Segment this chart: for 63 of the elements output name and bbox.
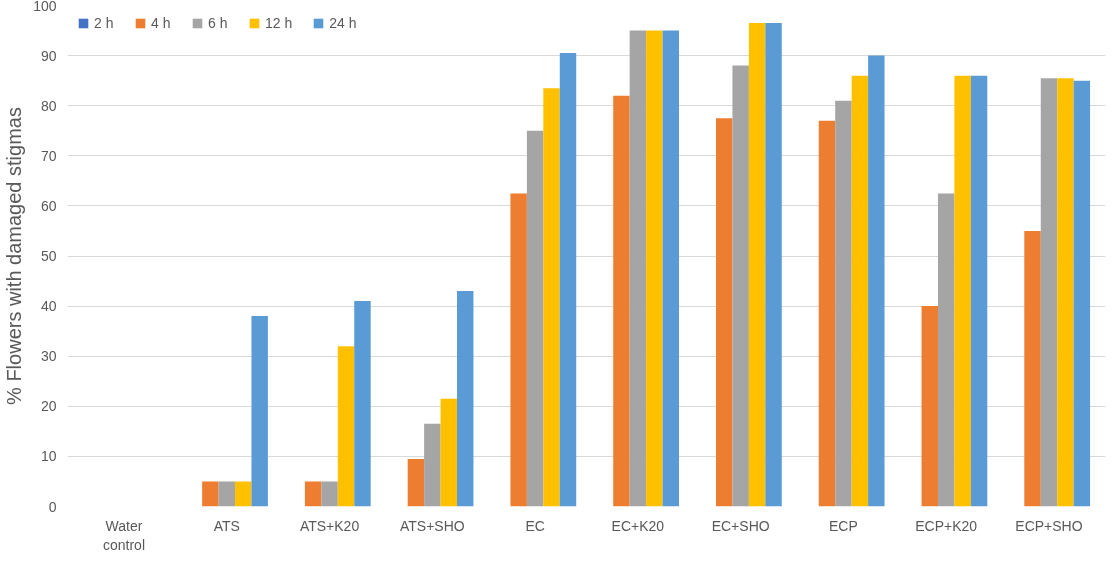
bar: [407, 458, 425, 507]
bar: [613, 95, 630, 507]
bar: [202, 481, 219, 507]
bar: [526, 130, 544, 507]
bar: [732, 65, 749, 507]
legend-label: 6 h: [208, 15, 228, 31]
bar: [543, 88, 560, 507]
bar: [765, 23, 782, 507]
bar: [1073, 80, 1091, 507]
x-tick-label: EC: [525, 517, 545, 534]
bar: [424, 423, 441, 507]
bar: [1024, 230, 1041, 507]
bar: [851, 75, 869, 507]
bar: [510, 193, 527, 507]
bar: [954, 75, 971, 507]
bar: [235, 481, 252, 507]
bar: [662, 30, 679, 507]
bar: [218, 481, 236, 507]
bar: [440, 398, 458, 507]
y-tick-label: 20: [40, 398, 57, 415]
bar: [1057, 78, 1074, 507]
y-tick-label: 40: [40, 298, 57, 315]
y-tick-label: 0: [48, 498, 57, 515]
bar: [646, 30, 663, 507]
y-tick-label: 80: [40, 97, 57, 114]
bar: [1040, 78, 1058, 507]
x-tick-label: ECP+SHO: [1015, 517, 1083, 534]
bar: [337, 346, 355, 507]
y-tick-label: 70: [40, 147, 57, 164]
bar: [868, 55, 885, 507]
y-tick-label: 30: [40, 348, 57, 365]
legend-label: 2 h: [94, 15, 114, 31]
y-tick-label: 100: [33, 0, 57, 14]
y-tick-label: 60: [40, 197, 57, 214]
bar: [921, 306, 938, 507]
bar: [251, 316, 268, 507]
x-tick-label: ATS+K20: [299, 517, 360, 534]
bar: [970, 75, 988, 507]
x-tick-label: ECP+K20: [915, 517, 978, 534]
bar: [321, 481, 338, 507]
bar: [304, 481, 322, 507]
x-tick-label: ATS+SHO: [399, 517, 465, 534]
bar: [559, 53, 577, 507]
x-tick-label: ECP: [829, 517, 858, 534]
bar: [354, 301, 371, 507]
legend-label: 12 h: [265, 15, 293, 31]
x-tick-label: ATS: [213, 517, 240, 534]
legend-label: 4 h: [151, 15, 171, 31]
x-tick-label: EC+K20: [611, 517, 665, 534]
y-tick-label: 50: [40, 248, 57, 264]
x-tick-label: EC+SHO: [711, 517, 770, 534]
x-tick-label: Water control: [103, 517, 146, 553]
bar: [715, 118, 733, 507]
bar: [818, 120, 836, 507]
bar: [748, 23, 766, 507]
y-tick-label: 10: [40, 448, 57, 465]
bar: [937, 193, 955, 507]
bar: [629, 30, 647, 507]
bar: [835, 100, 852, 507]
legend-label: 24 h: [329, 15, 357, 31]
bar: [457, 291, 474, 507]
y-axis-title: % Flowers with damaged stigmas: [3, 107, 26, 405]
y-tick-label: 90: [40, 47, 57, 64]
